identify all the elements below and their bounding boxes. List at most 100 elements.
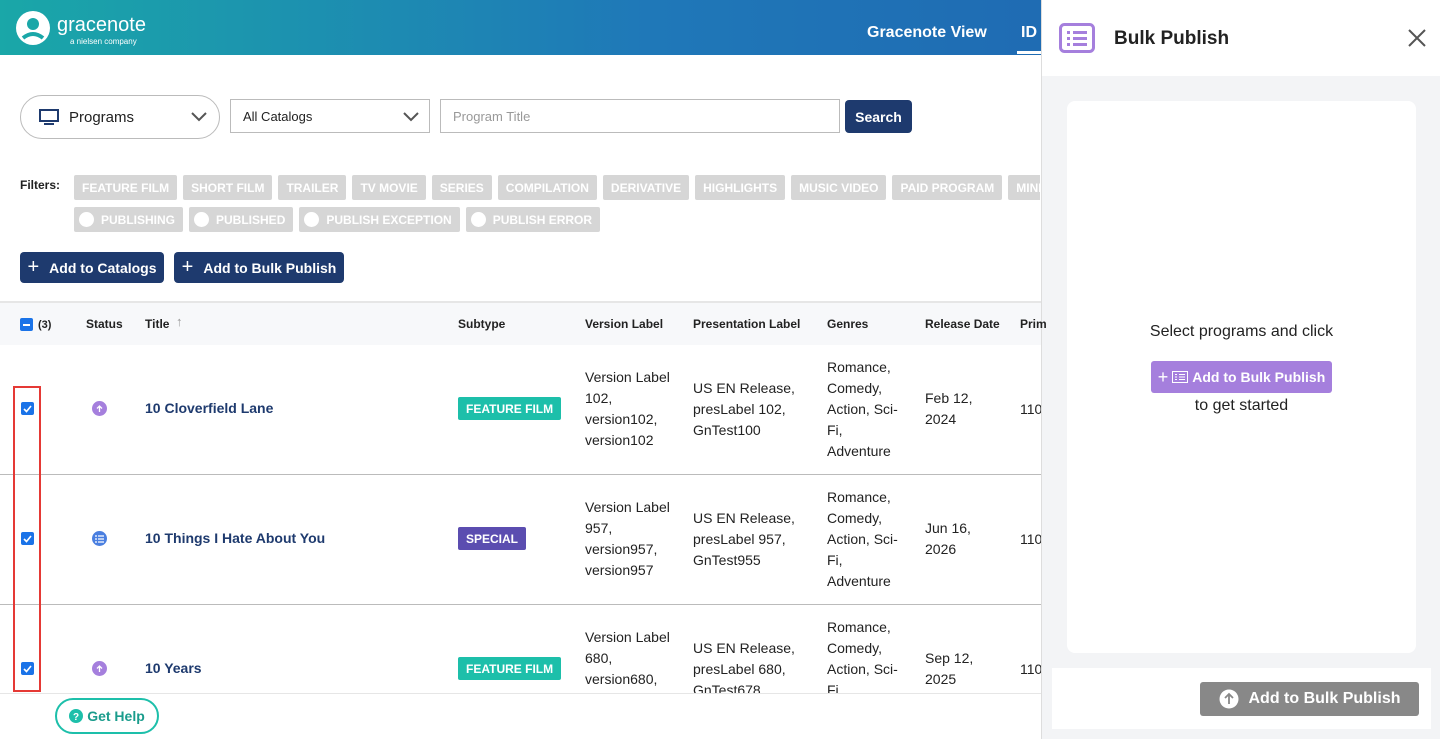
close-button[interactable] bbox=[1408, 29, 1426, 47]
cta-label: Add to Bulk Publish bbox=[1192, 369, 1326, 385]
check bbox=[23, 664, 32, 673]
cell-prim: 110 bbox=[1020, 400, 1043, 417]
column-header: Release Date bbox=[925, 317, 1000, 331]
cell-release: Feb 12, 2024 bbox=[925, 390, 973, 427]
submit-label: Add to Bulk Publish bbox=[1248, 690, 1401, 707]
cell-genres: Romance, Comedy, Action, Sci-Fi, Adventu… bbox=[827, 358, 898, 459]
chip-icon bbox=[470, 212, 486, 227]
filter-chip[interactable]: TV MOVIE bbox=[352, 175, 426, 200]
chip-icon bbox=[194, 212, 210, 227]
cell-prim: 110 bbox=[1020, 660, 1043, 677]
status-chip[interactable]: PUBLISHED bbox=[189, 207, 294, 232]
status-chip[interactable]: PUBLISH EXCEPTION bbox=[299, 207, 460, 232]
add-bulk-button[interactable]: + Add to Bulk Publish bbox=[174, 252, 344, 283]
row-divider bbox=[0, 474, 1041, 475]
chip-icon bbox=[304, 212, 320, 227]
cell-version: Version Label 102, version102, version10… bbox=[585, 369, 670, 448]
filter-chip[interactable]: SHORT FILM bbox=[183, 175, 273, 200]
column-header: Genres bbox=[827, 317, 869, 331]
status-icon bbox=[92, 531, 107, 546]
highlight-box bbox=[13, 386, 41, 692]
cell-presentation: US EN Release, presLabel 102, GnTest100 bbox=[693, 379, 795, 438]
cell-genres: Romance, Comedy, Action, Sci-Fi, Adventu… bbox=[827, 488, 898, 589]
row-title[interactable]: 10 Years bbox=[145, 660, 202, 676]
column-header: Presentation Label bbox=[693, 317, 801, 331]
panel-cta: + Add to Bulk Publish bbox=[1151, 361, 1332, 393]
filter-chip[interactable]: PAID PROGRAM bbox=[892, 175, 1003, 200]
button-label: Add to Bulk Publish bbox=[203, 259, 337, 276]
cell-presentation: US EN Release, presLabel 680, GnTest678 bbox=[693, 639, 795, 698]
subtype-badge: FEATURE FILM bbox=[458, 397, 562, 420]
search-button[interactable]: Search bbox=[845, 100, 912, 133]
row-checkbox[interactable] bbox=[21, 662, 34, 675]
cell-release: Sep 12, 2025 bbox=[925, 650, 974, 687]
chip-label: PUBLISH ERROR bbox=[492, 212, 593, 227]
select-all[interactable] bbox=[20, 318, 33, 331]
chip-label: PUBLISHED bbox=[216, 212, 286, 227]
filter-chip[interactable]: MUSIC VIDEO bbox=[791, 175, 887, 200]
row-title[interactable]: 10 Things I Hate About You bbox=[145, 530, 326, 546]
selected-count: (3) bbox=[38, 319, 52, 331]
filters-label: Filters: bbox=[20, 178, 61, 192]
button-label: Add to Catalogs bbox=[49, 259, 157, 276]
cell-prim: 110 bbox=[1020, 530, 1043, 547]
panel-icon bbox=[1059, 23, 1095, 53]
column-header: Subtype bbox=[458, 317, 506, 331]
filter-chip[interactable]: TRAILER bbox=[278, 175, 347, 200]
panel-prompt: Select programs and click bbox=[1149, 323, 1334, 340]
chevron bbox=[191, 112, 207, 122]
status-chip[interactable]: PUBLISH ERROR bbox=[465, 207, 601, 232]
status-icon bbox=[92, 661, 107, 676]
footer bbox=[0, 693, 1041, 739]
chip-label: PUBLISH EXCEPTION bbox=[326, 212, 452, 227]
help-icon: ? bbox=[69, 709, 84, 723]
filter-chip[interactable]: SERIES bbox=[431, 175, 492, 200]
filter-chip[interactable]: DERIVATIVE bbox=[602, 175, 690, 200]
logo-icon bbox=[16, 11, 50, 45]
dropdown-value: All Catalogs bbox=[243, 108, 313, 124]
status-chip[interactable]: PUBLISHING bbox=[74, 207, 184, 232]
sort-arrow: ↑ bbox=[176, 314, 183, 329]
column-header: Version Label bbox=[585, 317, 664, 331]
column-header: Title bbox=[145, 317, 170, 331]
row-checkbox[interactable] bbox=[21, 402, 34, 415]
add-catalogs-button[interactable]: + Add to Catalogs bbox=[20, 252, 164, 283]
panel-header bbox=[1042, 0, 1440, 76]
chip-icon bbox=[79, 212, 94, 227]
nav-link[interactable]: Gracenote View bbox=[867, 24, 987, 41]
row-checkbox[interactable] bbox=[21, 532, 34, 545]
title-input[interactable]: Program Title bbox=[440, 99, 840, 133]
help-button[interactable]: ? Get Help bbox=[55, 698, 159, 734]
type-dropdown[interactable]: Programs bbox=[20, 95, 220, 139]
status-icon bbox=[92, 401, 107, 416]
nav-underline bbox=[1017, 51, 1041, 54]
filter-chip[interactable]: HIGHLIGHTS bbox=[695, 175, 786, 200]
row-title[interactable]: 10 Cloverfield Lane bbox=[145, 400, 274, 416]
nav-link[interactable]: ID bbox=[1021, 24, 1037, 41]
filter-chip[interactable]: MINISERIES bbox=[1008, 175, 1040, 200]
check bbox=[23, 534, 32, 543]
tv-icon bbox=[39, 109, 59, 125]
row-divider bbox=[0, 604, 1041, 605]
column-header: Prim bbox=[1020, 317, 1047, 331]
placeholder: Program Title bbox=[453, 108, 531, 124]
cell-version: Version Label 957, version957, version95… bbox=[585, 499, 670, 578]
logo-sub: a nielsen company bbox=[70, 37, 137, 46]
help-label: Get Help bbox=[87, 708, 145, 724]
upload-icon bbox=[1219, 689, 1238, 709]
check bbox=[23, 404, 32, 413]
panel-submit[interactable]: Add to Bulk Publish bbox=[1200, 682, 1419, 716]
column-header: Status bbox=[86, 317, 123, 331]
logo: gracenote bbox=[57, 14, 146, 36]
panel-suffix: to get started bbox=[1194, 397, 1289, 414]
chevron bbox=[403, 112, 419, 122]
status-filters: PUBLISHING PUBLISHED PUBLISH EXCEPTION PUBL… bbox=[74, 207, 601, 232]
filter-chip[interactable]: FEATURE FILM bbox=[74, 175, 178, 200]
svg-text:?: ? bbox=[73, 712, 79, 723]
bulk-panel: Bulk Publish Select programs and click +… bbox=[1041, 0, 1440, 739]
filter-chip[interactable]: COMPILATION bbox=[497, 175, 597, 200]
list-icon bbox=[1172, 371, 1189, 383]
catalog-dropdown[interactable]: All Catalogs bbox=[230, 99, 430, 133]
dropdown-value: Programs bbox=[69, 108, 135, 126]
